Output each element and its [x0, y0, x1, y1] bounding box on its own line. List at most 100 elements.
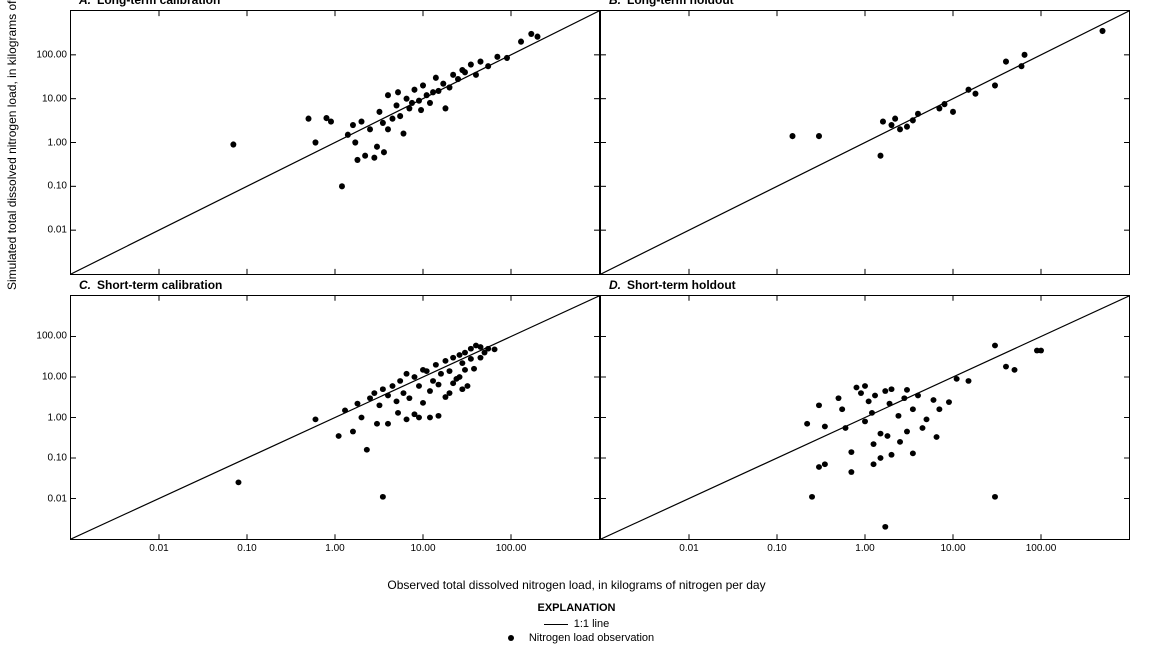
data-point	[992, 343, 998, 349]
data-point	[406, 105, 412, 111]
data-point	[416, 98, 422, 104]
plot-area	[601, 296, 1129, 539]
data-point	[385, 92, 391, 98]
data-point	[915, 393, 921, 399]
data-point	[312, 416, 318, 422]
legend-marker-label: Nitrogen load observation	[529, 632, 654, 644]
data-point	[871, 461, 877, 467]
data-point	[1012, 367, 1018, 373]
data-point	[462, 69, 468, 75]
data-point	[889, 122, 895, 128]
data-point	[442, 358, 448, 364]
data-point	[350, 122, 356, 128]
data-point	[464, 383, 470, 389]
data-point	[535, 34, 541, 40]
plot-area	[71, 11, 599, 274]
data-point	[919, 425, 925, 431]
panel-grid: A.Long-term calibration0.010.101.0010.00…	[70, 10, 1130, 540]
y-tick-label: 10.00	[42, 93, 67, 104]
data-point	[427, 415, 433, 421]
data-point	[1038, 348, 1044, 354]
data-point	[477, 355, 483, 361]
data-point	[450, 355, 456, 361]
y-axis-label: Simulated total dissolved nitrogen load,…	[5, 0, 19, 290]
data-point	[816, 402, 822, 408]
data-point	[869, 410, 875, 416]
data-point	[494, 54, 500, 60]
data-point	[972, 91, 978, 97]
data-point	[312, 139, 318, 145]
panel-title: D.Short-term holdout	[609, 278, 736, 292]
data-point	[878, 153, 884, 159]
figure: Simulated total dissolved nitrogen load,…	[10, 10, 1143, 653]
data-point	[528, 31, 534, 37]
one-to-one-line	[71, 296, 599, 539]
data-point	[872, 393, 878, 399]
data-point	[871, 441, 877, 447]
data-point	[518, 39, 524, 45]
panel-letter: B.	[609, 0, 621, 7]
data-point	[468, 356, 474, 362]
y-tick-label: 0.01	[48, 225, 67, 236]
data-point	[1003, 364, 1009, 370]
data-point	[910, 451, 916, 457]
data-point	[371, 390, 377, 396]
x-tick-label: 10.00	[940, 543, 965, 554]
data-point	[400, 390, 406, 396]
data-point	[447, 368, 453, 374]
data-point	[882, 524, 888, 530]
data-point	[352, 139, 358, 145]
data-point	[235, 480, 241, 486]
data-point	[400, 130, 406, 136]
data-point	[436, 413, 442, 419]
y-tick-label: 100.00	[36, 49, 67, 60]
data-point	[380, 386, 386, 392]
data-point	[904, 124, 910, 130]
data-point	[374, 144, 380, 150]
panel-B: B.Long-term holdout	[600, 10, 1130, 275]
data-point	[897, 439, 903, 445]
plot-area	[71, 296, 599, 539]
data-point	[380, 120, 386, 126]
data-point	[424, 368, 430, 374]
data-point	[385, 126, 391, 132]
data-point	[889, 452, 895, 458]
data-point	[397, 113, 403, 119]
legend-marker-swatch	[499, 635, 523, 641]
one-to-one-line	[601, 11, 1129, 274]
data-point	[436, 382, 442, 388]
panel-A: A.Long-term calibration0.010.101.0010.00…	[70, 10, 600, 275]
data-point	[409, 100, 415, 106]
legend-row-line: 1:1 line	[10, 618, 1143, 630]
data-point	[430, 378, 436, 384]
legend: EXPLANATION 1:1 line Nitrogen load obser…	[10, 602, 1143, 646]
data-point	[910, 406, 916, 412]
data-point	[1022, 52, 1028, 58]
data-point	[936, 105, 942, 111]
data-point	[389, 383, 395, 389]
data-point	[447, 84, 453, 90]
panel-D: D.Short-term holdout0.010.101.0010.00100…	[600, 295, 1130, 540]
data-point	[411, 87, 417, 93]
data-point	[892, 116, 898, 122]
data-point	[848, 469, 854, 475]
one-to-one-line	[601, 296, 1129, 539]
data-point	[836, 395, 842, 401]
data-point	[477, 59, 483, 65]
data-point	[342, 408, 348, 414]
data-point	[816, 464, 822, 470]
legend-line-label: 1:1 line	[574, 618, 609, 630]
data-point	[406, 395, 412, 401]
data-point	[411, 374, 417, 380]
data-point	[1018, 63, 1024, 69]
panel-title: B. Long-term holdout	[609, 0, 734, 7]
y-tick-label: 0.01	[48, 493, 67, 504]
data-point	[842, 425, 848, 431]
data-point	[901, 395, 907, 401]
data-point	[359, 118, 365, 124]
data-point	[904, 387, 910, 393]
data-point	[376, 402, 382, 408]
data-point	[427, 100, 433, 106]
panel-title-text: Long-term holdout	[627, 0, 734, 7]
x-tick-label: 1.00	[325, 543, 344, 554]
